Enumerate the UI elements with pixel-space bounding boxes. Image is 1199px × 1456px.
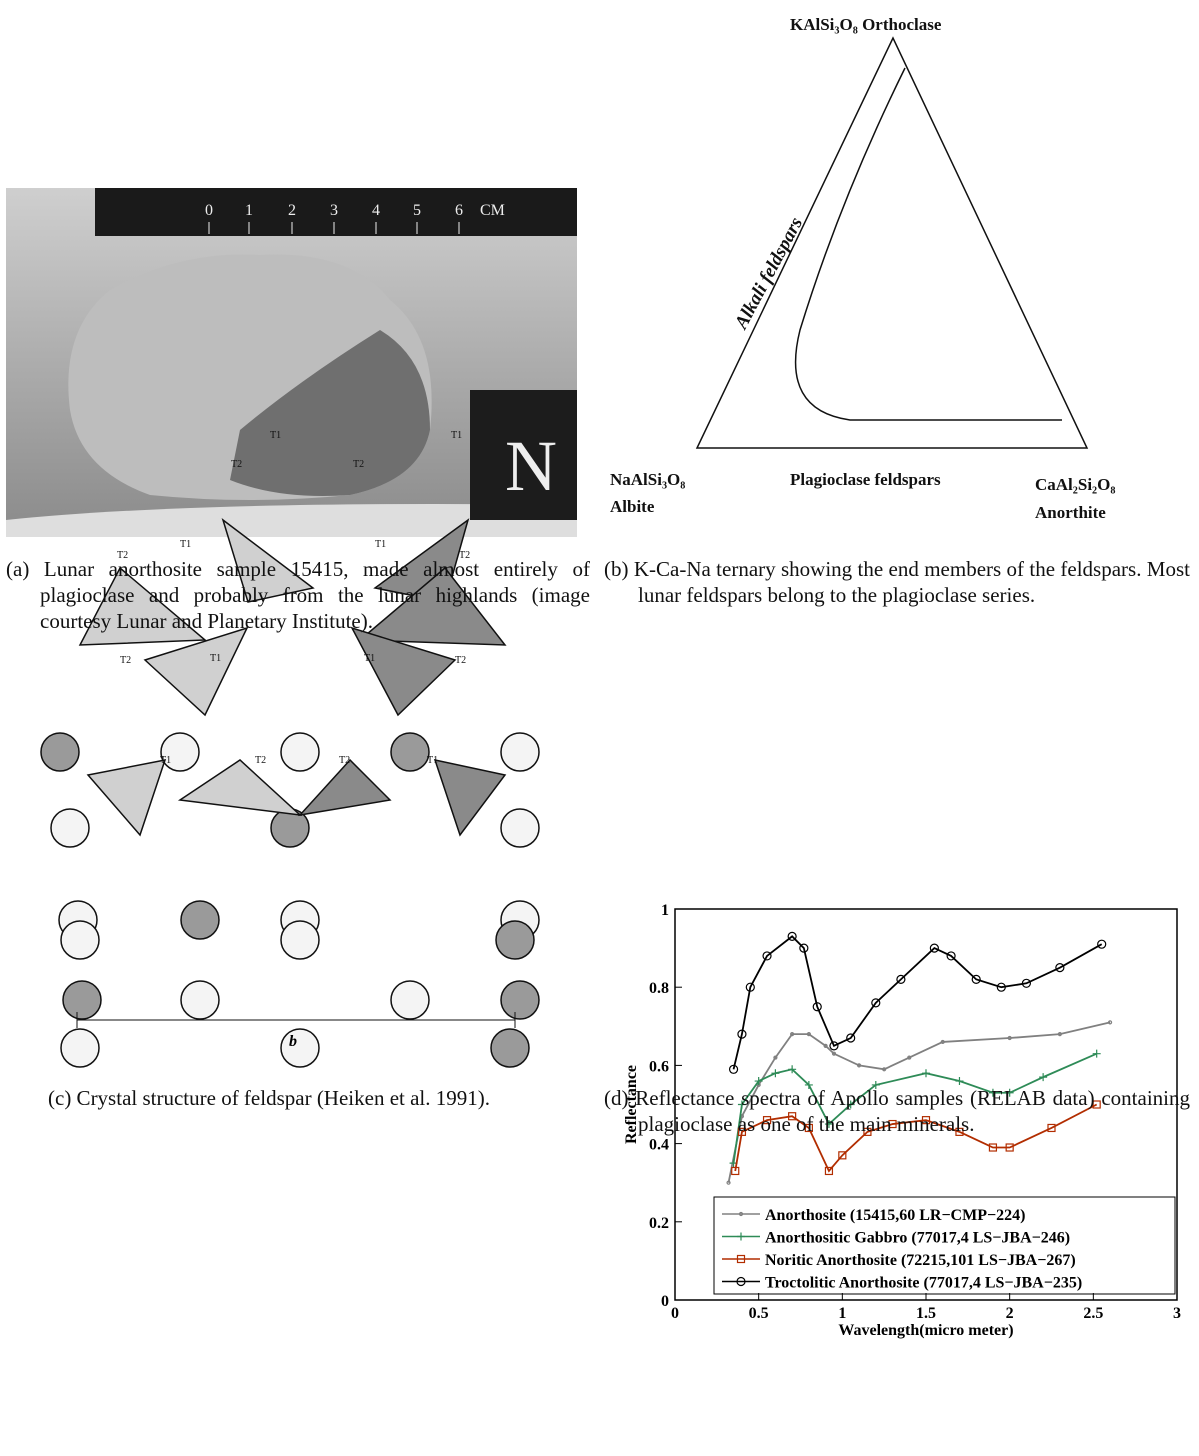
series-line xyxy=(734,936,1102,1069)
atom xyxy=(501,809,539,847)
atom xyxy=(61,1029,99,1067)
tetrahedron xyxy=(300,760,390,815)
site-label: T2 xyxy=(339,755,350,766)
figure: 0 1 2 3 4 5 6 CM N KAlSi₃O₈ Orthoclase Alkali f… xyxy=(0,0,1199,1456)
ruler-label: 1 xyxy=(245,202,253,219)
legend-label: Troctolitic Anorthosite (77017,4 LS−JBA−… xyxy=(765,1275,1082,1292)
marker xyxy=(955,1077,963,1085)
legend-marker xyxy=(737,1233,745,1241)
atom xyxy=(181,901,219,939)
base-label: Plagioclase feldspars xyxy=(790,470,941,489)
caption: (d) Reflectance spectra of Apollo sample… xyxy=(604,1085,1190,1137)
photo: 0 1 2 3 4 5 6 CM N xyxy=(6,188,577,537)
y-tick-label: 0.8 xyxy=(649,980,669,997)
site-label: T2 xyxy=(455,655,466,666)
atom xyxy=(496,921,534,959)
site-label: T2 xyxy=(255,755,266,766)
caption: (b) K-Ca-Na ternary showing the end memb… xyxy=(604,556,1190,608)
ruler-label: CM xyxy=(480,202,505,219)
x-tick-label: 0 xyxy=(671,1305,679,1322)
atom xyxy=(181,981,219,1019)
site-label: T2 xyxy=(231,459,242,470)
site-label: T1 xyxy=(451,430,462,441)
y-tick-label: 0.2 xyxy=(649,1215,669,1232)
x-tick-label: 1.5 xyxy=(916,1305,936,1322)
ruler-label: 3 xyxy=(330,202,338,219)
atom xyxy=(501,981,539,1019)
marker xyxy=(922,1069,930,1077)
side-label: Alkali feldspars xyxy=(730,214,807,333)
ruler-label: 4 xyxy=(372,202,380,219)
vertex-label: CaAl₂Si₂O₈ xyxy=(1035,475,1115,494)
y-tick-label: 1 xyxy=(661,902,669,919)
atom xyxy=(41,733,79,771)
marker xyxy=(1039,1073,1047,1081)
vertex-label: Albite xyxy=(610,497,655,516)
atom xyxy=(391,981,429,1019)
site-label: T1 xyxy=(427,755,438,766)
site-label: T1 xyxy=(180,539,191,550)
x-tick-label: 2 xyxy=(1006,1305,1014,1322)
legend-label: Anorthositic Gabbro (77017,4 LS−JBA−246) xyxy=(765,1230,1070,1247)
axis-label: b xyxy=(289,1033,297,1050)
page: {"panels":[ {"caption":"(a) Lunar anorth… xyxy=(0,0,1199,1456)
ternary xyxy=(697,38,1087,448)
tetrahedron xyxy=(435,760,505,835)
site-label: T1 xyxy=(270,430,281,441)
ruler-label: 5 xyxy=(413,202,421,219)
x-tick-label: 2.5 xyxy=(1083,1305,1103,1322)
vertex-label: Anorthite xyxy=(1035,503,1106,522)
x-tick-label: 0.5 xyxy=(749,1305,769,1322)
marker xyxy=(771,1069,779,1077)
atom xyxy=(63,981,101,1019)
ruler-label: 2 xyxy=(288,202,296,219)
vertex-label: NaAlSi₃O₈ xyxy=(610,470,685,489)
site-label: T1 xyxy=(375,539,386,550)
site-label: T1 xyxy=(160,755,171,766)
y-tick-label: 0.4 xyxy=(649,1137,669,1154)
b-axis xyxy=(77,1012,515,1028)
site-label: T2 xyxy=(120,655,131,666)
atom xyxy=(391,733,429,771)
site-label: T2 xyxy=(353,459,364,470)
tetrahedron xyxy=(180,760,300,815)
atom xyxy=(501,733,539,771)
legend-label: Noritic Anorthosite (72215,101 LS−JBA−26… xyxy=(765,1252,1076,1269)
x-tick-label: 3 xyxy=(1173,1305,1181,1322)
site-label: T1 xyxy=(364,653,375,664)
caption: (a) Lunar anorthosite sample 15415, made… xyxy=(6,556,590,634)
marker xyxy=(1093,1050,1101,1058)
atom xyxy=(61,921,99,959)
x-axis-label: Wavelength(micro meter) xyxy=(838,1322,1013,1339)
atom xyxy=(281,733,319,771)
y-tick-label: 0.6 xyxy=(649,1058,669,1075)
ruler-label: 0 xyxy=(205,202,213,219)
x-tick-label: 1 xyxy=(838,1305,846,1322)
tetrahedron xyxy=(88,760,165,835)
atom xyxy=(51,809,89,847)
y-tick-label: 0 xyxy=(661,1293,669,1310)
atom xyxy=(281,921,319,959)
atom xyxy=(281,1029,319,1067)
sample-tag: N xyxy=(505,426,557,506)
atom xyxy=(491,1029,529,1067)
site-label: T1 xyxy=(210,653,221,664)
ruler-label: 6 xyxy=(455,202,463,219)
legend-label: Anorthosite (15415,60 LR−CMP−224) xyxy=(765,1207,1025,1224)
vertex-label: KAlSi₃O₈ Orthoclase xyxy=(790,15,942,34)
caption: (c) Crystal structure of feldspar (Heike… xyxy=(48,1085,602,1111)
